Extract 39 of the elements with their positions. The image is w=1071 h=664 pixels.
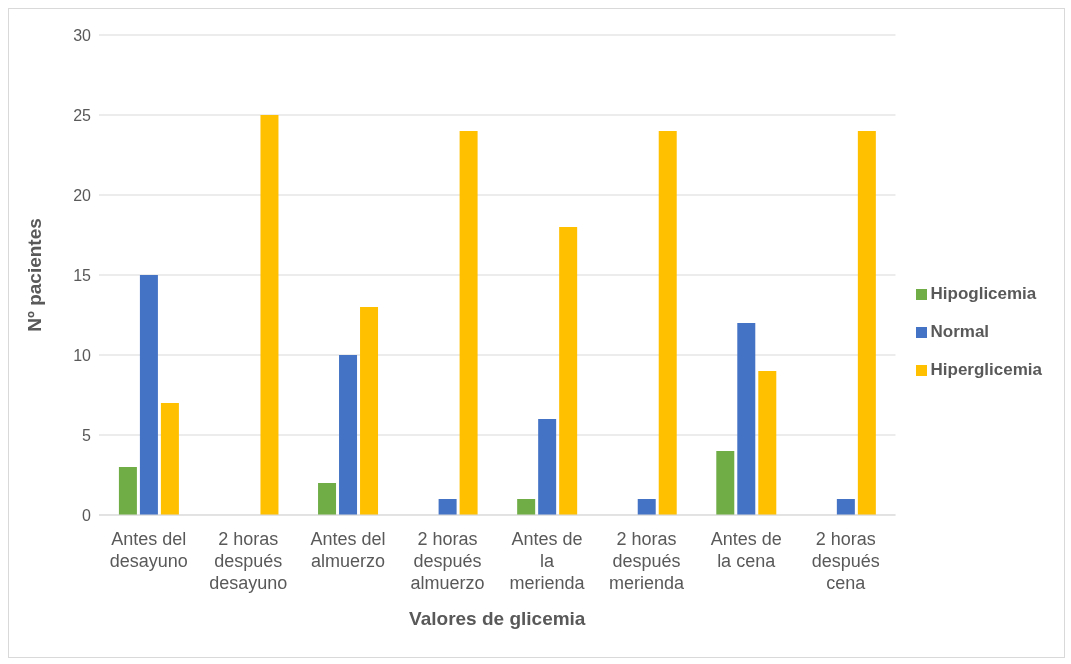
y-tick-label: 25 xyxy=(73,106,92,124)
bar xyxy=(318,483,337,515)
y-tick-label: 5 xyxy=(82,426,92,444)
legend-label: Normal xyxy=(930,322,990,341)
bar xyxy=(737,323,756,515)
bar xyxy=(716,451,735,515)
y-tick-label: 0 xyxy=(82,506,92,524)
bar xyxy=(360,307,379,515)
bar xyxy=(658,131,677,515)
bar xyxy=(459,131,478,515)
bar xyxy=(339,355,358,515)
x-tick-label: 2 horas después cena xyxy=(811,529,880,593)
x-tick-label: 2 horas después desayuno xyxy=(209,529,288,593)
legend-label: Hiperglicemia xyxy=(930,360,1042,379)
y-tick-label: 20 xyxy=(73,186,92,204)
y-tick-label: 10 xyxy=(73,346,92,364)
x-tick-label: Antes del almuerzo xyxy=(310,529,386,571)
bar xyxy=(836,499,855,515)
bar xyxy=(517,499,536,515)
x-tick-label: Antes de la merienda xyxy=(509,529,586,593)
x-tick-label: Antes del desayuno xyxy=(109,529,188,571)
bar xyxy=(160,403,179,515)
bar xyxy=(538,419,557,515)
bar xyxy=(637,499,656,515)
x-tick-label: Antes de la cena xyxy=(710,529,782,571)
bar xyxy=(260,115,279,515)
bar xyxy=(438,499,457,515)
x-tick-label: 2 horas después merienda xyxy=(609,529,686,593)
x-tick-label: 2 horas después almuerzo xyxy=(410,529,485,593)
y-axis-title: Nº pacientes xyxy=(23,218,45,332)
bar xyxy=(857,131,876,515)
x-axis-title: Valores de glicemia xyxy=(409,608,586,629)
bar xyxy=(559,227,578,515)
bar xyxy=(118,467,137,515)
bar xyxy=(758,371,777,515)
y-tick-label: 30 xyxy=(73,26,92,44)
legend-label: Hipoglicemia xyxy=(930,284,1037,303)
y-tick-label: 15 xyxy=(73,266,92,284)
bar xyxy=(139,275,158,515)
